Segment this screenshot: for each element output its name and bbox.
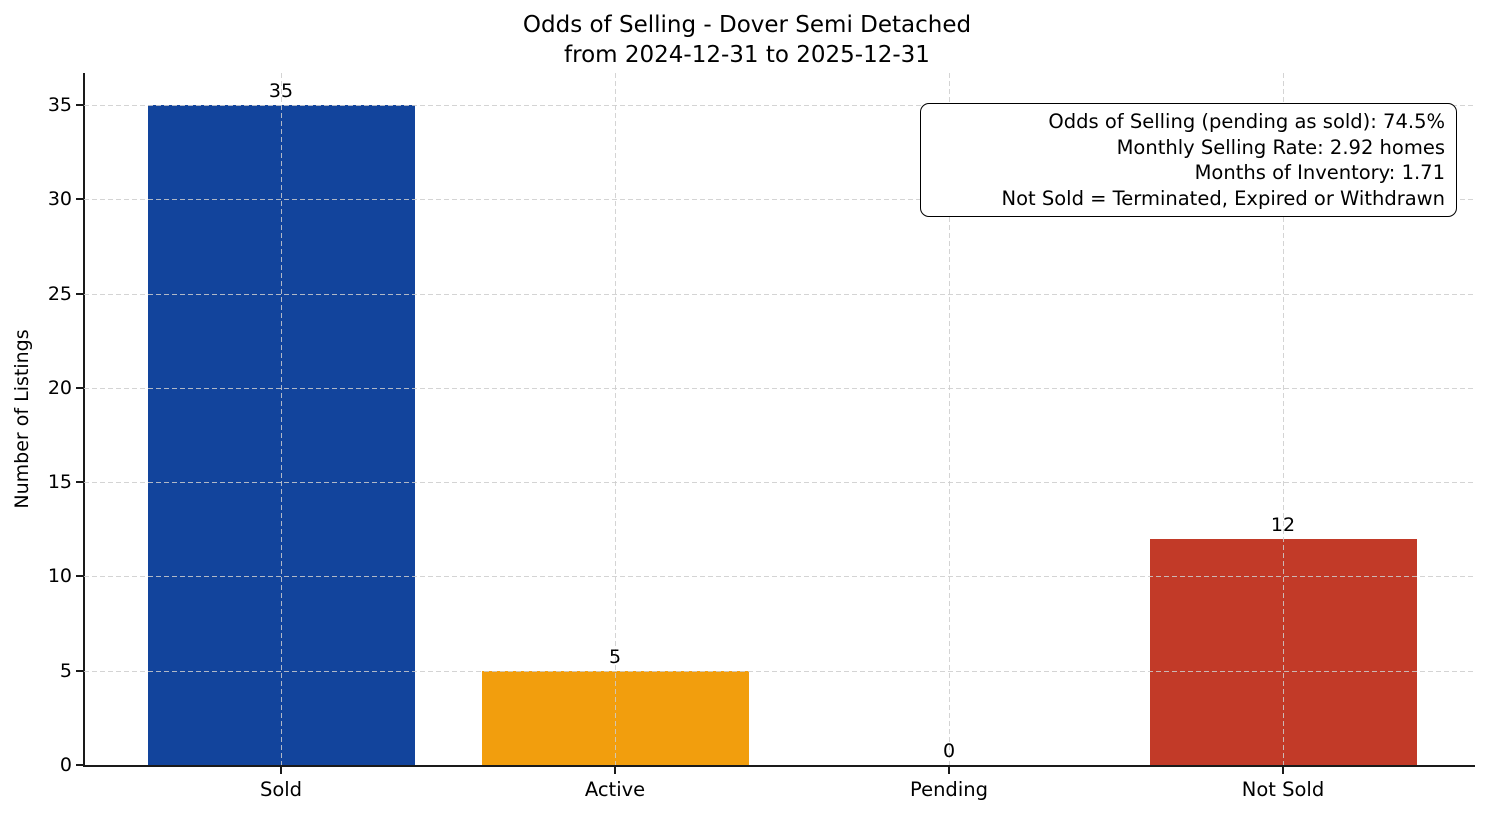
bar-active <box>481 670 749 765</box>
y-tick-mark-5 <box>76 669 84 672</box>
x-tick-mark-sold <box>280 767 282 774</box>
x-tick-label-active: Active <box>584 778 646 801</box>
chart-title-line2: from 2024-12-31 to 2025-12-31 <box>564 42 930 68</box>
y-tick-mark-30 <box>76 198 84 201</box>
annotation-months-of-inventory: Months of Inventory: 1.71 <box>1194 161 1445 184</box>
chart-title: Odds of Selling - Dover Semi Detached fr… <box>0 10 1494 70</box>
stats-annotation-box: Odds of Selling (pending as sold): 74.5%… <box>920 103 1457 217</box>
bar-value-sold: 35 <box>268 80 294 102</box>
bar-value-pending: 0 <box>942 740 956 762</box>
x-tick-mark-active <box>614 767 616 774</box>
x-tick-mark-not-sold <box>1282 767 1284 774</box>
y-tick-label-10: 10 <box>47 565 72 588</box>
x-tick-label-pending: Pending <box>910 778 988 801</box>
bar-sold <box>147 105 415 765</box>
y-axis-spine <box>83 73 85 767</box>
bar-value-active: 5 <box>608 645 622 668</box>
plot-area: 35 5 0 12 <box>84 73 1475 765</box>
y-tick-label-30: 30 <box>47 188 72 211</box>
x-tick-label-not-sold: Not Sold <box>1241 778 1325 801</box>
y-tick-label-15: 15 <box>47 471 72 494</box>
y-tick-mark-35 <box>76 104 84 106</box>
y-tick-mark-0 <box>76 764 84 766</box>
y-tick-label-25: 25 <box>47 282 72 305</box>
y-tick-mark-20 <box>76 386 84 389</box>
y-tick-mark-15 <box>76 481 84 484</box>
y-tick-label-35: 35 <box>47 94 72 116</box>
x-tick-mark-pending <box>948 767 950 774</box>
x-axis-spine <box>83 765 1475 767</box>
y-tick-label-5: 5 <box>59 659 72 682</box>
y-tick-label-20: 20 <box>47 376 72 399</box>
annotation-monthly-selling-rate: Monthly Selling Rate: 2.92 homes <box>1116 135 1445 159</box>
chart-title-line1: Odds of Selling - Dover Semi Detached <box>522 12 972 38</box>
x-tick-label-sold: Sold <box>259 778 303 801</box>
bar-not-sold <box>1149 538 1417 765</box>
annotation-not-sold-definition: Not Sold = Terminated, Expired or Withdr… <box>1001 186 1445 210</box>
bar-value-not-sold: 12 <box>1270 513 1296 536</box>
y-tick-mark-25 <box>76 292 84 295</box>
y-tick-mark-10 <box>76 575 84 578</box>
annotation-odds-of-selling: Odds of Selling (pending as sold): 74.5% <box>1048 110 1445 133</box>
y-tick-label-0: 0 <box>59 754 72 776</box>
